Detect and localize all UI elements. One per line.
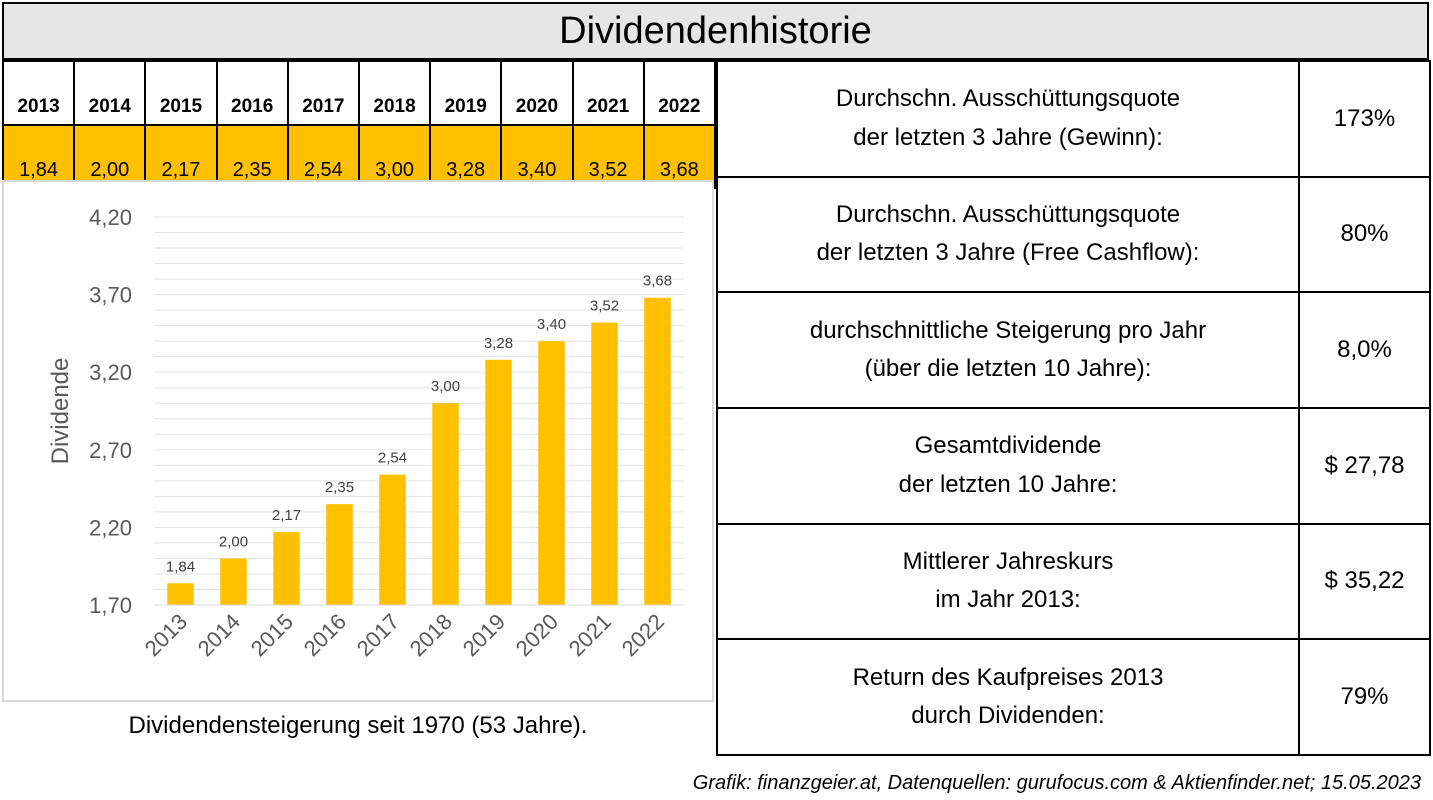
metric-row: Return des Kaufpreises 2013 durch Dividen… bbox=[716, 638, 1431, 756]
bar bbox=[167, 583, 194, 605]
source-footer: Grafik: finanzgeier.at, Datenquellen: gu… bbox=[692, 772, 1421, 794]
bar bbox=[220, 558, 247, 605]
metric-label-line: Mittlerer Jahreskurs bbox=[902, 548, 1114, 576]
data-label: 3,68 bbox=[643, 273, 672, 290]
metric-label-line: durchschnittliche Steigerung pro Jahr bbox=[809, 316, 1207, 344]
dividend-value-cell: 2,17 bbox=[144, 124, 218, 189]
x-tick-label: 2014 bbox=[193, 609, 245, 661]
y-axis-title: Dividende bbox=[47, 358, 74, 465]
year-cell: 2016 bbox=[215, 60, 289, 126]
metric-label: Return des Kaufpreises 2013 durch Dividen… bbox=[716, 638, 1300, 756]
metric-label-line: Gesamtdividende bbox=[914, 432, 1102, 460]
year-cell: 2013 bbox=[1, 60, 76, 126]
metric-label: Durchschn. Ausschüttungsquote der letzten… bbox=[716, 175, 1300, 294]
year-row: 2013 2014 2015 2016 2017 2018 2019 2020 2021 2022 bbox=[1, 60, 717, 126]
metric-label-line: der letzten 3 Jahre (Free Cashflow): bbox=[816, 239, 1200, 267]
bar bbox=[273, 532, 300, 605]
x-tick-label: 2018 bbox=[405, 609, 457, 661]
metric-label: durchschnittliche Steigerung pro Jahr (üb… bbox=[716, 291, 1300, 409]
dividend-value-cell: 2,00 bbox=[73, 124, 147, 189]
x-tick-label: 2020 bbox=[511, 609, 563, 661]
y-tick-label: 2,20 bbox=[89, 515, 132, 540]
y-tick-label: 2,70 bbox=[89, 438, 132, 463]
metric-label-line: im Jahr 2013: bbox=[935, 586, 1081, 614]
y-tick-label: 1,70 bbox=[89, 593, 132, 618]
data-label: 3,40 bbox=[537, 316, 566, 333]
x-tick-label: 2022 bbox=[617, 609, 669, 661]
dividend-value-cell: 2,54 bbox=[286, 124, 360, 189]
metric-row: Gesamtdividende der letzten 10 Jahre: $ 27… bbox=[716, 406, 1431, 525]
year-cell: 2018 bbox=[357, 60, 432, 126]
bar bbox=[379, 474, 406, 605]
metric-label-line: Return des Kaufpreises 2013 bbox=[852, 663, 1164, 691]
x-tick-label: 2017 bbox=[352, 609, 404, 661]
value-row: 1,84 2,00 2,17 2,35 2,54 3,00 3,28 3,40 3,52 3,68 bbox=[1, 124, 717, 189]
metric-value: $ 27,78 bbox=[1298, 406, 1431, 525]
metric-value: $ 35,22 bbox=[1298, 522, 1431, 641]
metric-label: Durchschn. Ausschüttungsquote der letzten… bbox=[716, 60, 1300, 178]
dividend-value-cell: 3,28 bbox=[429, 124, 503, 189]
metric-row: Durchschn. Ausschüttungsquote der letzten… bbox=[716, 60, 1431, 178]
bar bbox=[591, 322, 618, 605]
dividend-value-cell: 3,68 bbox=[642, 124, 717, 189]
page-title: Dividendenhistorie bbox=[2, 2, 1429, 60]
data-label: 2,17 bbox=[272, 507, 301, 524]
bar bbox=[485, 359, 512, 605]
bar bbox=[432, 403, 459, 605]
chart-caption: Dividendensteigerung seit 1970 (53 Jahre… bbox=[128, 712, 588, 739]
x-tick-label: 2016 bbox=[299, 609, 351, 661]
bar bbox=[644, 297, 671, 605]
data-label: 3,00 bbox=[431, 378, 460, 395]
metrics-table: Durchschn. Ausschüttungsquote der letzten… bbox=[716, 60, 1431, 756]
year-cell: 2022 bbox=[642, 60, 717, 126]
metric-value: 80% bbox=[1298, 175, 1431, 294]
year-cell: 2017 bbox=[286, 60, 360, 126]
year-cell: 2015 bbox=[144, 60, 218, 126]
x-tick-label: 2019 bbox=[458, 609, 510, 661]
dividend-value-cell: 1,84 bbox=[1, 124, 76, 189]
y-tick-label: 3,70 bbox=[89, 283, 132, 308]
year-cell: 2020 bbox=[500, 60, 574, 126]
metric-value: 173% bbox=[1298, 60, 1431, 178]
data-label: 3,28 bbox=[484, 335, 513, 352]
dividend-value-cell: 3,52 bbox=[571, 124, 645, 189]
x-tick-label: 2015 bbox=[246, 609, 298, 661]
year-cell: 2019 bbox=[429, 60, 503, 126]
year-cell: 2014 bbox=[73, 60, 147, 126]
metric-label-line: (über die letzten 10 Jahre): bbox=[864, 355, 1152, 383]
metric-label-line: durch Dividenden: bbox=[911, 702, 1105, 730]
dividend-chart-panel: 1,70 2,20 2,70 3,20 3,70 4,20 Dividende 1,84 201… bbox=[2, 180, 714, 702]
metric-label-line: Durchschn. Ausschüttungsquote bbox=[835, 85, 1181, 113]
metric-label: Mittlerer Jahreskurs im Jahr 2013: bbox=[716, 522, 1300, 641]
x-tick-label: 2021 bbox=[564, 609, 616, 661]
dividend-value-cell: 3,00 bbox=[357, 124, 432, 189]
y-tick-label: 4,20 bbox=[89, 205, 132, 230]
metric-label-line: der letzten 3 Jahre (Gewinn): bbox=[853, 123, 1163, 151]
data-label: 2,35 bbox=[325, 479, 354, 496]
data-label: 3,52 bbox=[590, 298, 619, 315]
bar bbox=[538, 341, 565, 605]
metric-label-line: Durchschn. Ausschüttungsquote bbox=[835, 201, 1181, 229]
data-label: 2,00 bbox=[219, 533, 248, 550]
metric-value: 79% bbox=[1298, 638, 1431, 756]
dividend-value-cell: 2,35 bbox=[215, 124, 289, 189]
dividend-bar-chart: 1,70 2,20 2,70 3,20 3,70 4,20 Dividende 1,84 201… bbox=[47, 205, 684, 661]
metric-value: 8,0% bbox=[1298, 291, 1431, 409]
metric-row: durchschnittliche Steigerung pro Jahr (üb… bbox=[716, 291, 1431, 409]
data-label: 2,54 bbox=[378, 450, 407, 467]
dividend-value-cell: 3,40 bbox=[500, 124, 574, 189]
x-tick-label: 2013 bbox=[140, 609, 192, 661]
year-cell: 2021 bbox=[571, 60, 645, 126]
dividend-year-table: 2013 2014 2015 2016 2017 2018 2019 2020 2021 2022… bbox=[1, 60, 717, 189]
bar bbox=[326, 504, 353, 605]
data-label: 1,84 bbox=[166, 558, 195, 575]
metric-row: Mittlerer Jahreskurs im Jahr 2013: $ 35,22 bbox=[716, 522, 1431, 641]
metric-label: Gesamtdividende der letzten 10 Jahre: bbox=[716, 406, 1300, 525]
metric-label-line: der letzten 10 Jahre: bbox=[898, 470, 1118, 498]
metric-row: Durchschn. Ausschüttungsquote der letzten… bbox=[716, 175, 1431, 294]
y-tick-label: 3,20 bbox=[89, 360, 132, 385]
